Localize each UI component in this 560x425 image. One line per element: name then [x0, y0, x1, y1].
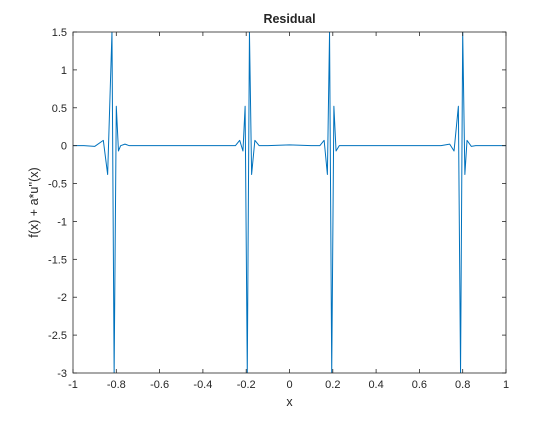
- x-tick-label: 0.6: [412, 379, 427, 391]
- y-tick-label: 1: [61, 65, 67, 77]
- y-tick-label: -2: [57, 292, 67, 304]
- x-tick-label: -0.6: [150, 379, 169, 391]
- y-tick-label: 1.5: [52, 27, 67, 39]
- y-tick-label: -1: [57, 216, 67, 228]
- y-tick-label: -2.5: [48, 330, 67, 342]
- x-axis-label: x: [286, 395, 293, 409]
- x-tick-label: 0.4: [368, 379, 383, 391]
- y-tick-label: -3: [57, 368, 67, 380]
- y-tick-label: 0.5: [52, 103, 67, 115]
- y-axis-label: f(x) + a*u''(x): [27, 167, 41, 237]
- y-tick-label: -0.5: [48, 179, 67, 191]
- x-tick-label: -0.8: [107, 379, 126, 391]
- x-tick-label: 0.2: [325, 379, 340, 391]
- y-tick-label: -1.5: [48, 254, 67, 266]
- x-tick-label: 1: [503, 379, 509, 391]
- x-tick-label: -0.2: [237, 379, 256, 391]
- y-tick-label: 0: [61, 141, 67, 153]
- x-tick-label: 0.8: [455, 379, 470, 391]
- x-tick-label: -1: [68, 379, 78, 391]
- x-tick-label: -0.4: [193, 379, 212, 391]
- chart-title: Residual: [263, 12, 315, 26]
- plot-area: [73, 32, 506, 373]
- x-tick-label: 0: [286, 379, 292, 391]
